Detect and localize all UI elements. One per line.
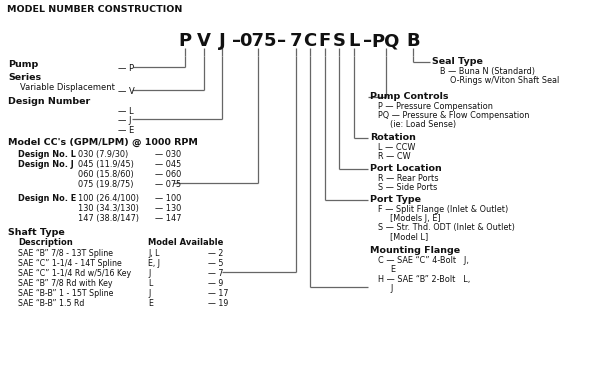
Text: –: – xyxy=(277,32,287,50)
Text: J: J xyxy=(390,284,392,293)
Text: — 045: — 045 xyxy=(155,160,181,169)
Text: — 7: — 7 xyxy=(208,269,223,278)
Text: Pump: Pump xyxy=(8,60,38,69)
Text: F — Split Flange (Inlet & Outlet): F — Split Flange (Inlet & Outlet) xyxy=(378,205,508,214)
Text: –: – xyxy=(232,32,242,50)
Text: Mounting Flange: Mounting Flange xyxy=(370,246,460,255)
Text: Seal Type: Seal Type xyxy=(432,57,483,66)
Text: 045 (11.9/45): 045 (11.9/45) xyxy=(78,160,134,169)
Text: SAE “B” 7/8 Rd with Key: SAE “B” 7/8 Rd with Key xyxy=(18,279,113,288)
Text: Model CC's (GPM/LPM) @ 1000 RPM: Model CC's (GPM/LPM) @ 1000 RPM xyxy=(8,138,198,147)
Text: E, J: E, J xyxy=(148,259,160,268)
Text: C: C xyxy=(304,32,317,50)
Text: — J: — J xyxy=(118,116,131,125)
Text: SAE “B-B” 1 - 15T Spline: SAE “B-B” 1 - 15T Spline xyxy=(18,289,113,298)
Text: — 075: — 075 xyxy=(155,180,181,189)
Text: L: L xyxy=(349,32,359,50)
Text: J: J xyxy=(148,269,150,278)
Text: — 030: — 030 xyxy=(155,150,181,159)
Text: E: E xyxy=(148,299,153,308)
Text: L: L xyxy=(148,279,152,288)
Text: — P: — P xyxy=(118,64,134,73)
Text: — V: — V xyxy=(118,87,135,96)
Text: — L: — L xyxy=(118,107,134,116)
Text: 7: 7 xyxy=(290,32,302,50)
Text: — 130: — 130 xyxy=(155,204,181,213)
Text: SAE “C” 1-1/4 - 14T Spline: SAE “C” 1-1/4 - 14T Spline xyxy=(18,259,122,268)
Text: 075: 075 xyxy=(239,32,277,50)
Text: PQ — Pressure & Flow Compensation: PQ — Pressure & Flow Compensation xyxy=(378,111,530,120)
Text: SAE “B” 7/8 - 13T Spline: SAE “B” 7/8 - 13T Spline xyxy=(18,249,113,258)
Text: Series: Series xyxy=(8,73,41,82)
Text: Variable Displacement: Variable Displacement xyxy=(20,83,115,92)
Text: Design No. L: Design No. L xyxy=(18,150,76,159)
Text: [Model L]: [Model L] xyxy=(390,232,428,241)
Text: –: – xyxy=(364,32,373,50)
Text: V: V xyxy=(197,32,211,50)
Text: MODEL NUMBER CONSTRUCTION: MODEL NUMBER CONSTRUCTION xyxy=(7,5,182,14)
Text: P — Pressure Compensation: P — Pressure Compensation xyxy=(378,102,493,111)
Text: — 17: — 17 xyxy=(208,289,229,298)
Text: — E: — E xyxy=(118,126,134,135)
Text: C — SAE “C” 4-Bolt   J,: C — SAE “C” 4-Bolt J, xyxy=(378,256,469,265)
Text: Shaft Type: Shaft Type xyxy=(8,228,65,237)
Text: 075 (19.8/75): 075 (19.8/75) xyxy=(78,180,133,189)
Text: Design No. E: Design No. E xyxy=(18,194,76,203)
Text: SAE “B-B” 1.5 Rd: SAE “B-B” 1.5 Rd xyxy=(18,299,85,308)
Text: 130 (34.3/130): 130 (34.3/130) xyxy=(78,204,139,213)
Text: 030 (7.9/30): 030 (7.9/30) xyxy=(78,150,128,159)
Text: B: B xyxy=(406,32,420,50)
Text: S: S xyxy=(332,32,346,50)
Text: R — CW: R — CW xyxy=(378,152,410,161)
Text: E: E xyxy=(390,265,395,274)
Text: PQ: PQ xyxy=(372,32,400,50)
Text: Rotation: Rotation xyxy=(370,133,416,142)
Text: H — SAE “B” 2-Bolt   L,: H — SAE “B” 2-Bolt L, xyxy=(378,275,470,284)
Text: Design Number: Design Number xyxy=(8,97,90,106)
Text: Pump Controls: Pump Controls xyxy=(370,92,449,101)
Text: — 19: — 19 xyxy=(208,299,228,308)
Text: P: P xyxy=(178,32,191,50)
Text: Model Available: Model Available xyxy=(148,238,223,247)
Text: O-Rings w/Viton Shaft Seal: O-Rings w/Viton Shaft Seal xyxy=(450,76,559,85)
Text: S — Str. Thd. ODT (Inlet & Outlet): S — Str. Thd. ODT (Inlet & Outlet) xyxy=(378,223,515,232)
Text: — 147: — 147 xyxy=(155,214,181,223)
Text: J: J xyxy=(218,32,226,50)
Text: — 100: — 100 xyxy=(155,194,181,203)
Text: — 9: — 9 xyxy=(208,279,223,288)
Text: SAE “C” 1-1/4 Rd w/5/16 Key: SAE “C” 1-1/4 Rd w/5/16 Key xyxy=(18,269,131,278)
Text: (ie: Load Sense): (ie: Load Sense) xyxy=(390,120,456,129)
Text: B — Buna N (Standard): B — Buna N (Standard) xyxy=(440,67,535,76)
Text: R — Rear Ports: R — Rear Ports xyxy=(378,174,439,183)
Text: — 060: — 060 xyxy=(155,170,181,179)
Text: Description: Description xyxy=(18,238,73,247)
Text: 100 (26.4/100): 100 (26.4/100) xyxy=(78,194,139,203)
Text: J, L: J, L xyxy=(148,249,160,258)
Text: F: F xyxy=(319,32,331,50)
Text: — 5: — 5 xyxy=(208,259,223,268)
Text: Port Type: Port Type xyxy=(370,195,421,204)
Text: 147 (38.8/147): 147 (38.8/147) xyxy=(78,214,139,223)
Text: [Models J, E]: [Models J, E] xyxy=(390,214,440,223)
Text: Design No. J: Design No. J xyxy=(18,160,74,169)
Text: S — Side Ports: S — Side Ports xyxy=(378,183,437,192)
Text: L — CCW: L — CCW xyxy=(378,143,415,152)
Text: — 2: — 2 xyxy=(208,249,223,258)
Text: Port Location: Port Location xyxy=(370,164,442,173)
Text: J: J xyxy=(148,289,150,298)
Text: 060 (15.8/60): 060 (15.8/60) xyxy=(78,170,134,179)
